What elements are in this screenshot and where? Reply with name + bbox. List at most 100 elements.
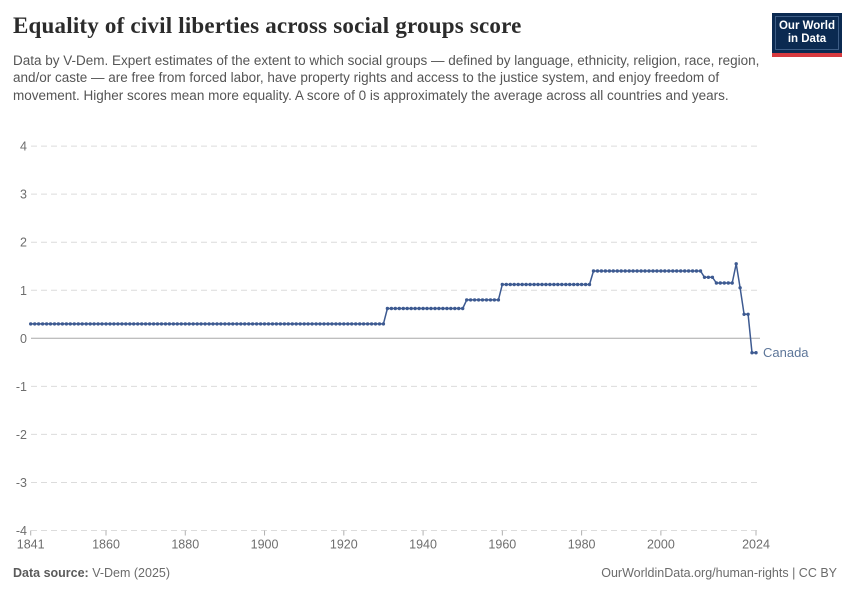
data-point	[235, 322, 239, 326]
data-point	[258, 322, 263, 326]
x-tick-label: 1880	[171, 538, 199, 552]
data-point	[425, 306, 429, 311]
data-point	[453, 306, 457, 311]
data-point	[64, 322, 69, 326]
data-point	[686, 269, 691, 273]
data-line	[30, 263, 756, 354]
data-point	[437, 306, 441, 311]
data-point	[607, 269, 612, 273]
data-point	[354, 322, 358, 326]
data-point	[302, 322, 306, 326]
data-point	[254, 322, 259, 326]
x-tick-label: 1900	[251, 538, 279, 552]
data-point	[282, 322, 287, 326]
data-point	[36, 322, 41, 326]
data-point	[314, 322, 318, 326]
data-point	[310, 322, 314, 326]
data-point	[417, 306, 421, 311]
y-tick-label: 4	[20, 140, 27, 154]
data-point	[116, 322, 120, 326]
footer-link[interactable]: OurWorldinData.org/human-rights | CC BY	[601, 566, 837, 580]
y-tick-label: 0	[20, 332, 27, 346]
data-point	[639, 269, 643, 273]
data-point	[516, 282, 520, 287]
data-point	[548, 282, 552, 287]
data-point	[457, 306, 461, 311]
data-point	[413, 306, 417, 311]
data-point	[120, 322, 124, 326]
data-point	[659, 269, 663, 273]
data-point	[342, 322, 346, 326]
y-tick-label: 3	[20, 188, 27, 202]
page-title: Equality of civil liberties across socia…	[13, 13, 522, 38]
data-point	[722, 281, 726, 285]
data-point	[306, 322, 310, 326]
data-point	[433, 306, 437, 311]
data-point	[290, 322, 294, 326]
data-point	[195, 322, 199, 326]
data-point	[603, 269, 608, 273]
data-point	[155, 322, 160, 326]
data-point	[326, 322, 330, 326]
data-point	[350, 322, 354, 326]
data-point	[476, 298, 481, 302]
owid-logo: Our World in Data	[772, 13, 842, 57]
data-point	[365, 322, 370, 326]
data-point	[568, 282, 572, 287]
data-point	[441, 306, 445, 311]
data-point	[163, 322, 168, 326]
data-point	[484, 298, 489, 302]
data-point	[381, 322, 386, 326]
data-point	[472, 298, 477, 302]
data-point	[445, 306, 449, 311]
data-point	[552, 282, 556, 287]
data-point	[679, 269, 683, 273]
data-point	[488, 298, 493, 302]
y-tick-label: -1	[16, 380, 27, 394]
x-tick-label: 1980	[568, 538, 596, 552]
data-point	[183, 322, 187, 326]
owid-logo-line2: in Data	[787, 33, 827, 45]
data-point	[540, 282, 544, 287]
data-point	[730, 281, 734, 285]
data-point	[187, 322, 191, 326]
data-point	[56, 322, 61, 326]
data-point	[579, 282, 584, 287]
data-point	[496, 298, 501, 302]
data-point	[738, 286, 742, 290]
data-point	[611, 269, 615, 273]
data-point	[239, 322, 243, 326]
data-point	[599, 269, 604, 273]
data-point	[524, 282, 528, 287]
chart-subtitle: Data by V-Dem. Expert estimates of the e…	[13, 53, 760, 103]
data-point	[223, 322, 227, 326]
data-point	[706, 275, 711, 279]
data-point	[262, 322, 267, 326]
data-point	[623, 269, 627, 273]
data-point	[575, 282, 580, 287]
data-point	[615, 269, 619, 273]
data-point	[207, 322, 211, 326]
data-source-label: Data source:	[13, 566, 89, 580]
data-point	[651, 269, 655, 273]
data-point	[334, 322, 338, 326]
data-point	[211, 322, 215, 326]
data-point	[227, 322, 231, 326]
data-point	[104, 322, 108, 326]
data-point	[338, 322, 342, 326]
data-point	[274, 322, 279, 326]
data-point	[528, 282, 532, 287]
data-point	[92, 322, 96, 326]
data-point	[171, 322, 176, 326]
x-tick-label: 2000	[647, 538, 675, 552]
x-tick-label: 1841	[17, 538, 45, 552]
data-point	[247, 322, 251, 326]
data-point	[544, 282, 548, 287]
data-point	[88, 322, 92, 326]
data-point	[199, 322, 203, 326]
data-point	[191, 322, 195, 326]
data-point	[718, 281, 722, 285]
